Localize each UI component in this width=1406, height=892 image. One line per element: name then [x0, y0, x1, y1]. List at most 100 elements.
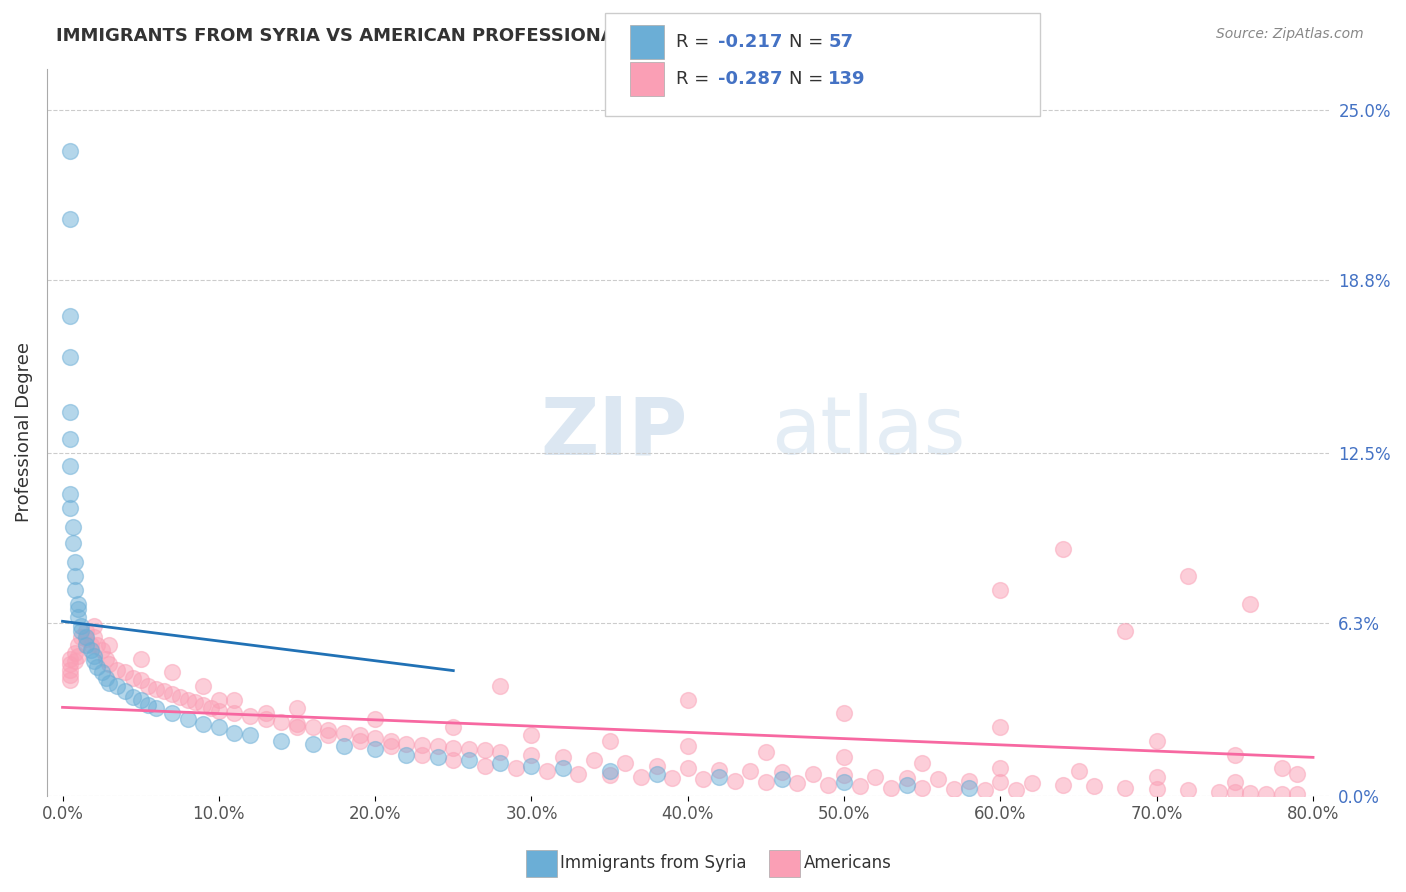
Point	[349, 734, 371, 748]
Point	[832, 768, 855, 782]
Point	[349, 728, 371, 742]
Point	[707, 763, 730, 777]
Point	[138, 679, 160, 693]
Text: ZIP: ZIP	[540, 393, 688, 471]
Point	[1208, 784, 1230, 798]
Point	[105, 679, 128, 693]
Point	[426, 739, 449, 754]
Point	[630, 770, 652, 784]
Point	[865, 770, 887, 784]
Point	[880, 780, 903, 795]
Point	[1223, 785, 1246, 799]
Point	[70, 624, 93, 639]
Point	[411, 747, 433, 762]
Point	[551, 761, 574, 775]
Point	[96, 651, 118, 665]
Point	[160, 706, 183, 721]
Point	[301, 720, 323, 734]
Point	[489, 756, 512, 770]
Point	[832, 706, 855, 721]
Text: -0.217: -0.217	[718, 33, 783, 51]
Point	[536, 764, 558, 778]
Point	[59, 668, 82, 682]
Point	[333, 725, 356, 739]
Point	[121, 690, 143, 704]
Point	[676, 761, 699, 775]
Point	[59, 673, 82, 688]
Point	[59, 432, 82, 446]
Point	[614, 756, 637, 770]
Point	[63, 569, 86, 583]
Point	[724, 773, 747, 788]
Point	[59, 663, 82, 677]
Point	[193, 698, 215, 713]
Point	[755, 745, 778, 759]
Point	[75, 638, 97, 652]
Point	[364, 712, 387, 726]
Point	[169, 690, 191, 704]
Point	[458, 753, 481, 767]
Point	[67, 648, 90, 663]
Point	[67, 597, 90, 611]
Y-axis label: Professional Degree: Professional Degree	[15, 343, 32, 522]
Point	[896, 771, 918, 785]
Point	[79, 643, 101, 657]
Point	[224, 692, 246, 706]
Point	[645, 766, 668, 780]
Point	[927, 772, 949, 787]
Point	[160, 687, 183, 701]
Point	[599, 768, 621, 782]
Point	[1083, 779, 1105, 793]
Point	[59, 350, 82, 364]
Point	[380, 739, 402, 754]
Point	[990, 582, 1012, 597]
Point	[786, 776, 808, 790]
Point	[426, 750, 449, 764]
Point	[364, 742, 387, 756]
Point	[224, 725, 246, 739]
Point	[153, 684, 176, 698]
Point	[395, 737, 418, 751]
Text: -0.287: -0.287	[718, 70, 783, 88]
Point	[1146, 770, 1168, 784]
Point	[1223, 747, 1246, 762]
Point	[62, 520, 84, 534]
Point	[599, 734, 621, 748]
Point	[70, 618, 93, 632]
Point	[474, 743, 496, 757]
Point	[676, 692, 699, 706]
Point	[114, 665, 136, 680]
Point	[1114, 780, 1136, 795]
Point	[160, 665, 183, 680]
Point	[770, 772, 793, 787]
Point	[98, 657, 121, 671]
Point	[83, 630, 105, 644]
Text: N =: N =	[789, 70, 828, 88]
Point	[770, 765, 793, 780]
Point	[1052, 778, 1074, 792]
Point	[333, 739, 356, 754]
Point	[59, 144, 82, 158]
Point	[90, 643, 112, 657]
Point	[582, 753, 605, 767]
Point	[59, 487, 82, 501]
Point	[567, 766, 589, 780]
Point	[520, 728, 543, 742]
Point	[59, 459, 82, 474]
Point	[83, 654, 105, 668]
Text: Source: ZipAtlas.com: Source: ZipAtlas.com	[1216, 27, 1364, 41]
Text: Americans: Americans	[804, 855, 893, 872]
Point	[176, 692, 198, 706]
Point	[176, 712, 198, 726]
Point	[79, 638, 101, 652]
Point	[520, 758, 543, 772]
Point	[96, 671, 118, 685]
Point	[98, 638, 121, 652]
Point	[224, 706, 246, 721]
Point	[67, 602, 90, 616]
Point	[63, 556, 86, 570]
Point	[145, 701, 167, 715]
Point	[145, 681, 167, 696]
Point	[645, 758, 668, 772]
Point	[441, 720, 464, 734]
